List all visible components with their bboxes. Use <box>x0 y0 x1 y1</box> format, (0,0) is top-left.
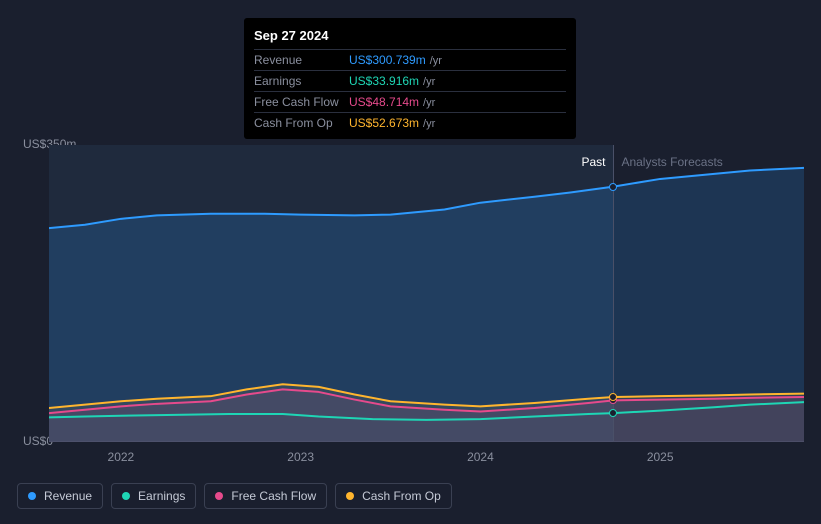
plot-area[interactable]: Past Analysts Forecasts <box>49 145 804 442</box>
x-axis-tick-label: 2024 <box>467 450 494 464</box>
legend-item-cash-from-op[interactable]: Cash From Op <box>335 483 452 509</box>
legend-label: Cash From Op <box>362 489 441 503</box>
tooltip-row: RevenueUS$300.739m/yr <box>254 49 566 70</box>
marker-revenue <box>609 183 617 191</box>
tooltip-unit: /yr <box>423 76 435 88</box>
legend-dot-icon <box>28 492 36 500</box>
marker-earnings <box>609 409 617 417</box>
forecast-label: Analysts Forecasts <box>621 155 722 169</box>
tooltip-row: Cash From OpUS$52.673m/yr <box>254 112 566 133</box>
tooltip-metric-label: Earnings <box>254 74 349 88</box>
legend-item-free-cash-flow[interactable]: Free Cash Flow <box>204 483 327 509</box>
legend: Revenue Earnings Free Cash Flow Cash From O… <box>17 483 452 509</box>
chart-svg <box>49 145 804 442</box>
tooltip-rows: RevenueUS$300.739m/yrEarningsUS$33.916m/… <box>254 49 566 133</box>
marker-cash-from-op <box>609 393 617 401</box>
legend-label: Earnings <box>138 489 185 503</box>
tooltip-metric-value: US$48.714m <box>349 95 419 109</box>
legend-item-revenue[interactable]: Revenue <box>17 483 103 509</box>
tooltip-metric-label: Free Cash Flow <box>254 95 349 109</box>
x-axis-tick-label: 2025 <box>647 450 674 464</box>
legend-dot-icon <box>346 492 354 500</box>
tooltip-unit: /yr <box>430 55 442 67</box>
tooltip-metric-label: Revenue <box>254 53 349 67</box>
tooltip-metric-label: Cash From Op <box>254 116 349 130</box>
legend-dot-icon <box>122 492 130 500</box>
x-axis-tick-label: 2023 <box>287 450 314 464</box>
tooltip-unit: /yr <box>423 97 435 109</box>
tooltip-row: EarningsUS$33.916m/yr <box>254 70 566 91</box>
tooltip-unit: /yr <box>423 118 435 130</box>
tooltip-date: Sep 27 2024 <box>254 24 566 49</box>
past-label: Past <box>581 155 605 169</box>
chart-tooltip: Sep 27 2024 RevenueUS$300.739m/yrEarning… <box>244 18 576 139</box>
legend-label: Free Cash Flow <box>231 489 316 503</box>
tooltip-row: Free Cash FlowUS$48.714m/yr <box>254 91 566 112</box>
x-axis-labels: 2022 2023 2024 2025 <box>49 450 804 470</box>
x-axis-tick-label: 2022 <box>108 450 135 464</box>
financials-chart[interactable]: US$350mUS$0 Past Analysts Forecasts 2022… <box>17 120 807 480</box>
legend-item-earnings[interactable]: Earnings <box>111 483 196 509</box>
legend-dot-icon <box>215 492 223 500</box>
tooltip-metric-value: US$52.673m <box>349 116 419 130</box>
tooltip-metric-value: US$300.739m <box>349 53 426 67</box>
legend-label: Revenue <box>44 489 92 503</box>
tooltip-metric-value: US$33.916m <box>349 74 419 88</box>
